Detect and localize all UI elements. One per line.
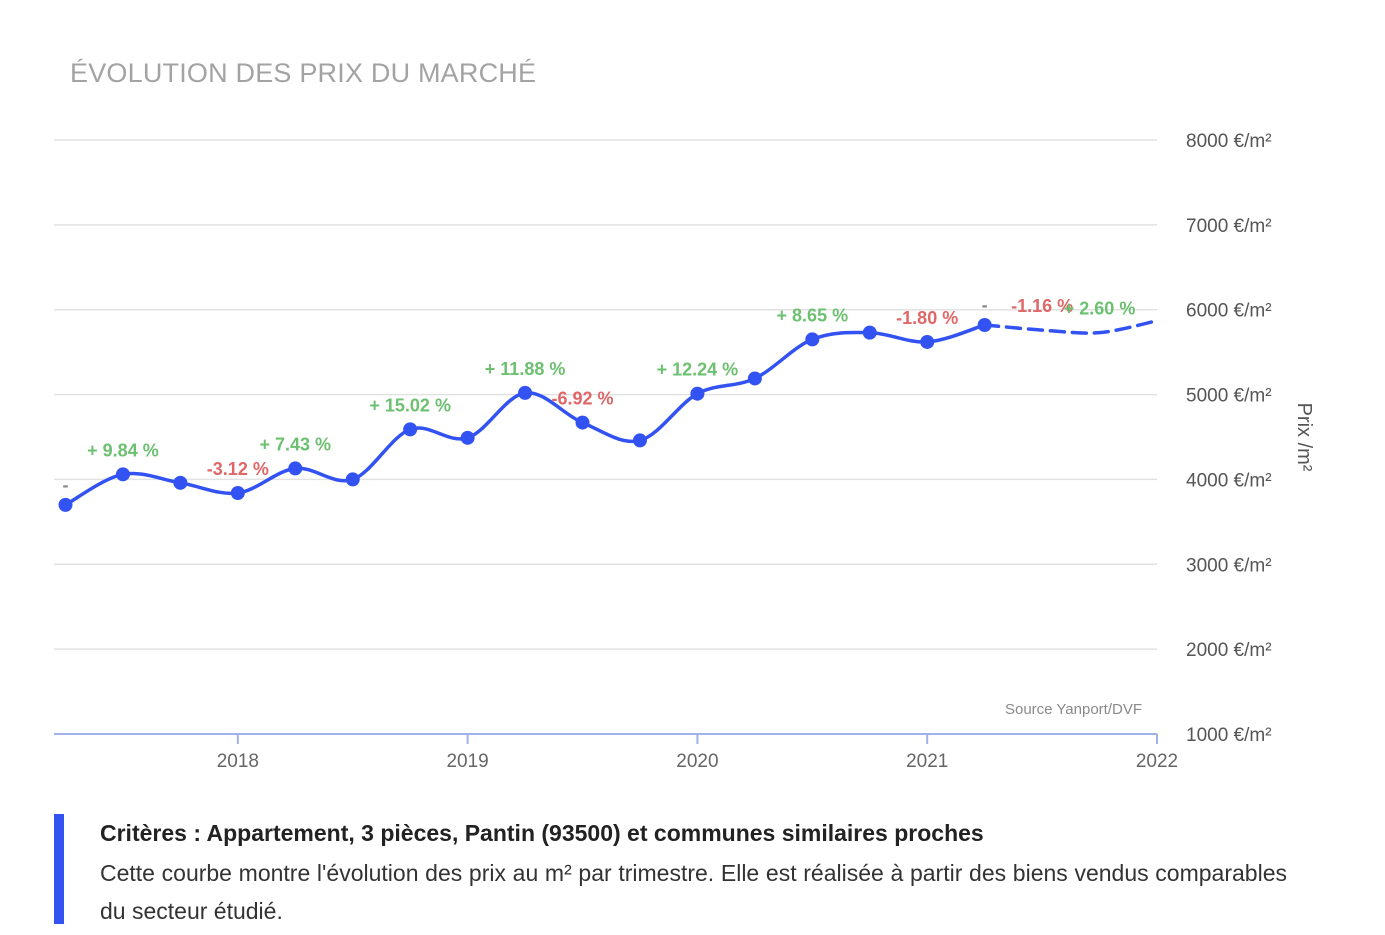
y-axis-ticks: 1000 €/m² 2000 €/m² 3000 €/m² 4000 €/m² 5000… — [1186, 131, 1272, 746]
x-tick-label: 2020 — [676, 751, 718, 772]
y-tick-label: 6000 €/m² — [1186, 301, 1272, 322]
grid-lines — [54, 139, 1157, 650]
y-tick-label: 5000 €/m² — [1186, 386, 1272, 407]
data-point — [690, 386, 705, 401]
percent-change-label: -1.16 % — [1011, 296, 1073, 316]
data-point — [518, 385, 533, 400]
percent-change-label: - — [62, 475, 68, 495]
data-point — [632, 433, 647, 448]
criteria-box: Critères : Appartement, 3 pièces, Pantin… — [54, 814, 1294, 924]
data-point — [920, 334, 935, 349]
data-point — [862, 325, 877, 340]
x-tick-label: 2018 — [217, 751, 259, 772]
forecast-line — [982, 318, 1159, 335]
data-point — [403, 422, 418, 437]
percent-change-label: + 2.60 % — [1064, 299, 1136, 319]
percent-change-label: + 8.65 % — [777, 305, 849, 325]
percent-change-label: + 7.43 % — [260, 434, 332, 454]
x-tick-label: 2021 — [906, 751, 948, 772]
y-tick-label: 1000 €/m² — [1186, 725, 1272, 746]
percent-annotations: -+ 9.84 %-3.12 %+ 7.43 %+ 15.02 %+ 11.88… — [62, 295, 1135, 495]
price-line — [63, 323, 987, 507]
page-title: ÉVOLUTION DES PRIX DU MARCHÉ — [70, 58, 537, 88]
y-tick-label: 7000 €/m² — [1186, 216, 1272, 237]
data-point — [115, 467, 130, 482]
percent-change-label: - — [982, 295, 988, 315]
data-point — [805, 332, 820, 347]
y-tick-label: 8000 €/m² — [1186, 131, 1272, 152]
data-points — [58, 317, 992, 512]
percent-change-label: + 15.02 % — [369, 395, 451, 415]
percent-change-label: -6.92 % — [551, 389, 613, 409]
criteria-accent-bar — [54, 814, 64, 924]
x-axis — [54, 733, 1158, 744]
data-point — [230, 486, 245, 501]
percent-change-label: + 12.24 % — [657, 360, 739, 380]
percent-change-label: + 9.84 % — [87, 440, 159, 460]
data-point — [58, 497, 73, 512]
x-axis-ticks: 2018 2019 2020 2021 2022 — [217, 751, 1178, 772]
data-point — [977, 317, 992, 332]
data-point — [575, 415, 590, 430]
y-axis-label: Prix /m² — [1293, 403, 1315, 472]
criteria-description: Cette courbe montre l'évolution des prix… — [100, 860, 1287, 924]
criteria-title: Critères : Appartement, 3 pièces, Pantin… — [100, 820, 984, 846]
data-point — [460, 430, 475, 445]
percent-change-label: -3.12 % — [207, 459, 269, 479]
data-point — [747, 371, 762, 386]
percent-change-label: -1.80 % — [896, 308, 958, 328]
x-tick-label: 2022 — [1136, 751, 1178, 772]
data-point — [173, 475, 188, 490]
y-tick-label: 4000 €/m² — [1186, 470, 1272, 491]
data-point — [288, 461, 303, 476]
data-point — [345, 472, 360, 487]
x-tick-label: 2019 — [446, 751, 488, 772]
y-tick-label: 2000 €/m² — [1186, 640, 1272, 661]
price-evolution-chart: 1000 €/m² 2000 €/m² 3000 €/m² 4000 €/m² 5000… — [54, 131, 1315, 772]
source-note: Source Yanport/DVF — [1005, 701, 1142, 718]
y-tick-label: 3000 €/m² — [1186, 555, 1272, 576]
percent-change-label: + 11.88 % — [485, 359, 566, 379]
